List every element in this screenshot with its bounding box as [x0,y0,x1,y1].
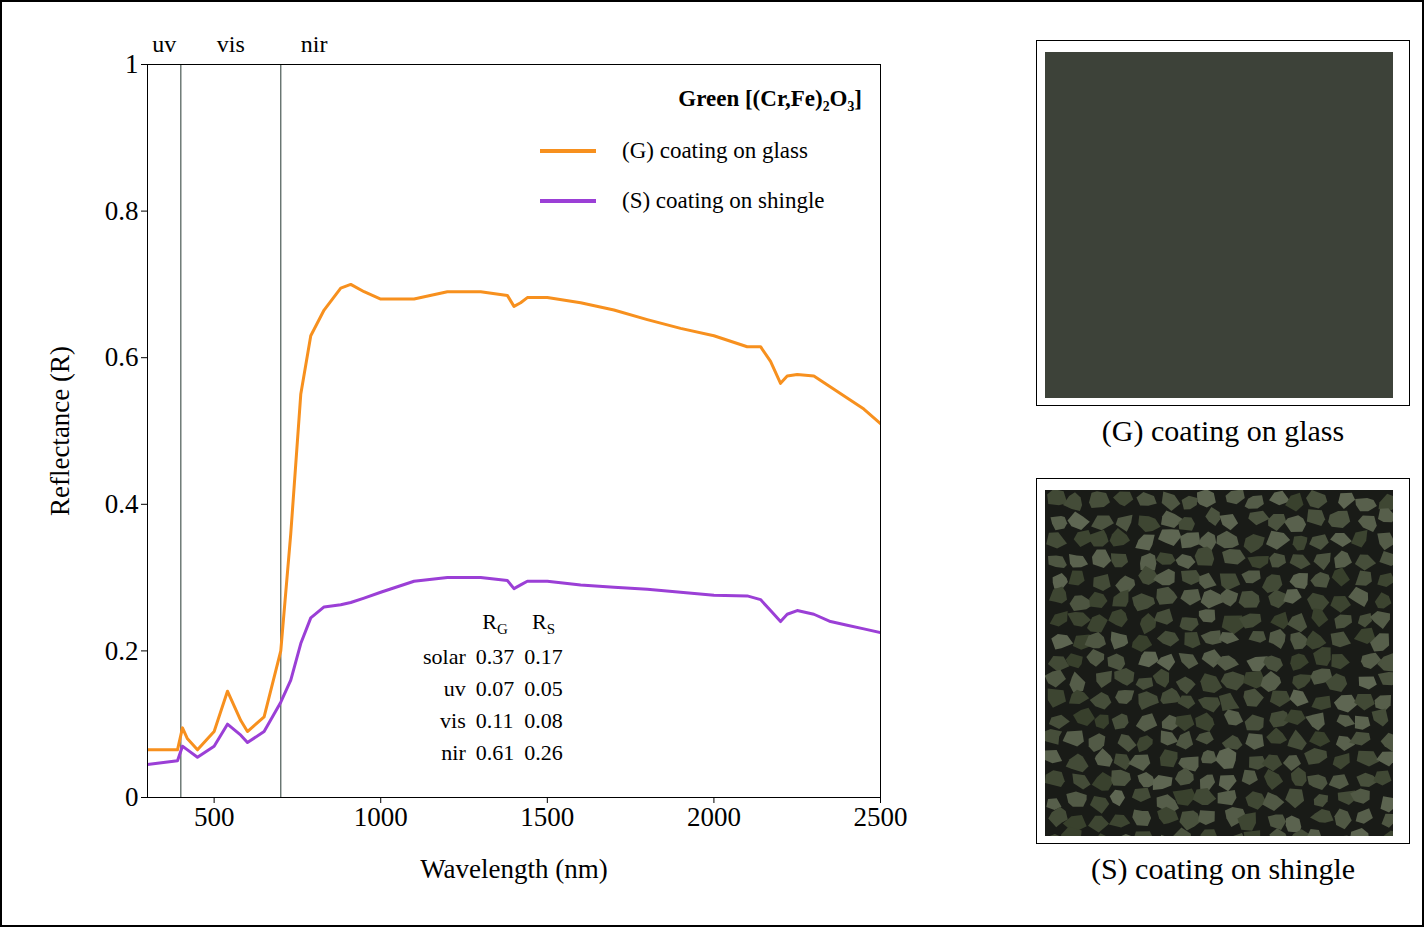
svg-text:1000: 1000 [354,802,408,832]
svg-text:1: 1 [125,49,139,79]
html-text:0.05: 0.05 [524,676,563,702]
html-text:0.37: 0.37 [475,644,515,670]
svg-text:0.6: 0.6 [105,342,139,372]
svg-text:Wavelength (nm): Wavelength (nm) [420,854,608,884]
html-text:solar: solar [423,644,466,670]
html-text:Green [(Cr,Fe)₂O₃]: Green [(Cr,Fe)₂O₃] [678,86,862,111]
html-text:0.61: 0.61 [475,740,515,766]
svg-text:0.2: 0.2 [105,636,139,666]
html-text:nir: nir [441,740,466,766]
svg-text:vis: vis [217,31,245,57]
html-text:vis: vis [440,708,466,734]
svg-text:2000: 2000 [687,802,741,832]
svg-text:0: 0 [125,782,139,812]
html-text:RG: RG [482,609,508,638]
svg-text:nir: nir [301,31,328,57]
html-text:0.17: 0.17 [524,644,563,670]
html-text:(S) coating on shingle: (S) coating on shingle [1090,852,1356,885]
html-text:0.07: 0.07 [475,676,515,702]
svg-text:Reflectance (R): Reflectance (R) [45,346,75,516]
svg-text:0.4: 0.4 [105,489,139,519]
svg-text:uv: uv [152,31,176,57]
svg-text:2500: 2500 [854,802,908,832]
html-text:0.26: 0.26 [524,740,563,766]
html-text:(G) coating on glass: (G) coating on glass [1101,414,1345,447]
svg-text:0.8: 0.8 [105,196,139,226]
html-text:uv: uv [443,676,466,702]
html-text:(S) coating on shingle: (S) coating on shingle [622,188,825,213]
html-text:0.08: 0.08 [524,708,563,734]
svg-text:500: 500 [194,802,235,832]
svg-text:1500: 1500 [520,802,574,832]
html-text:RS: RS [532,609,555,638]
html-text:(G) coating on glass: (G) coating on glass [622,138,808,163]
html-text:0.11: 0.11 [475,708,514,734]
